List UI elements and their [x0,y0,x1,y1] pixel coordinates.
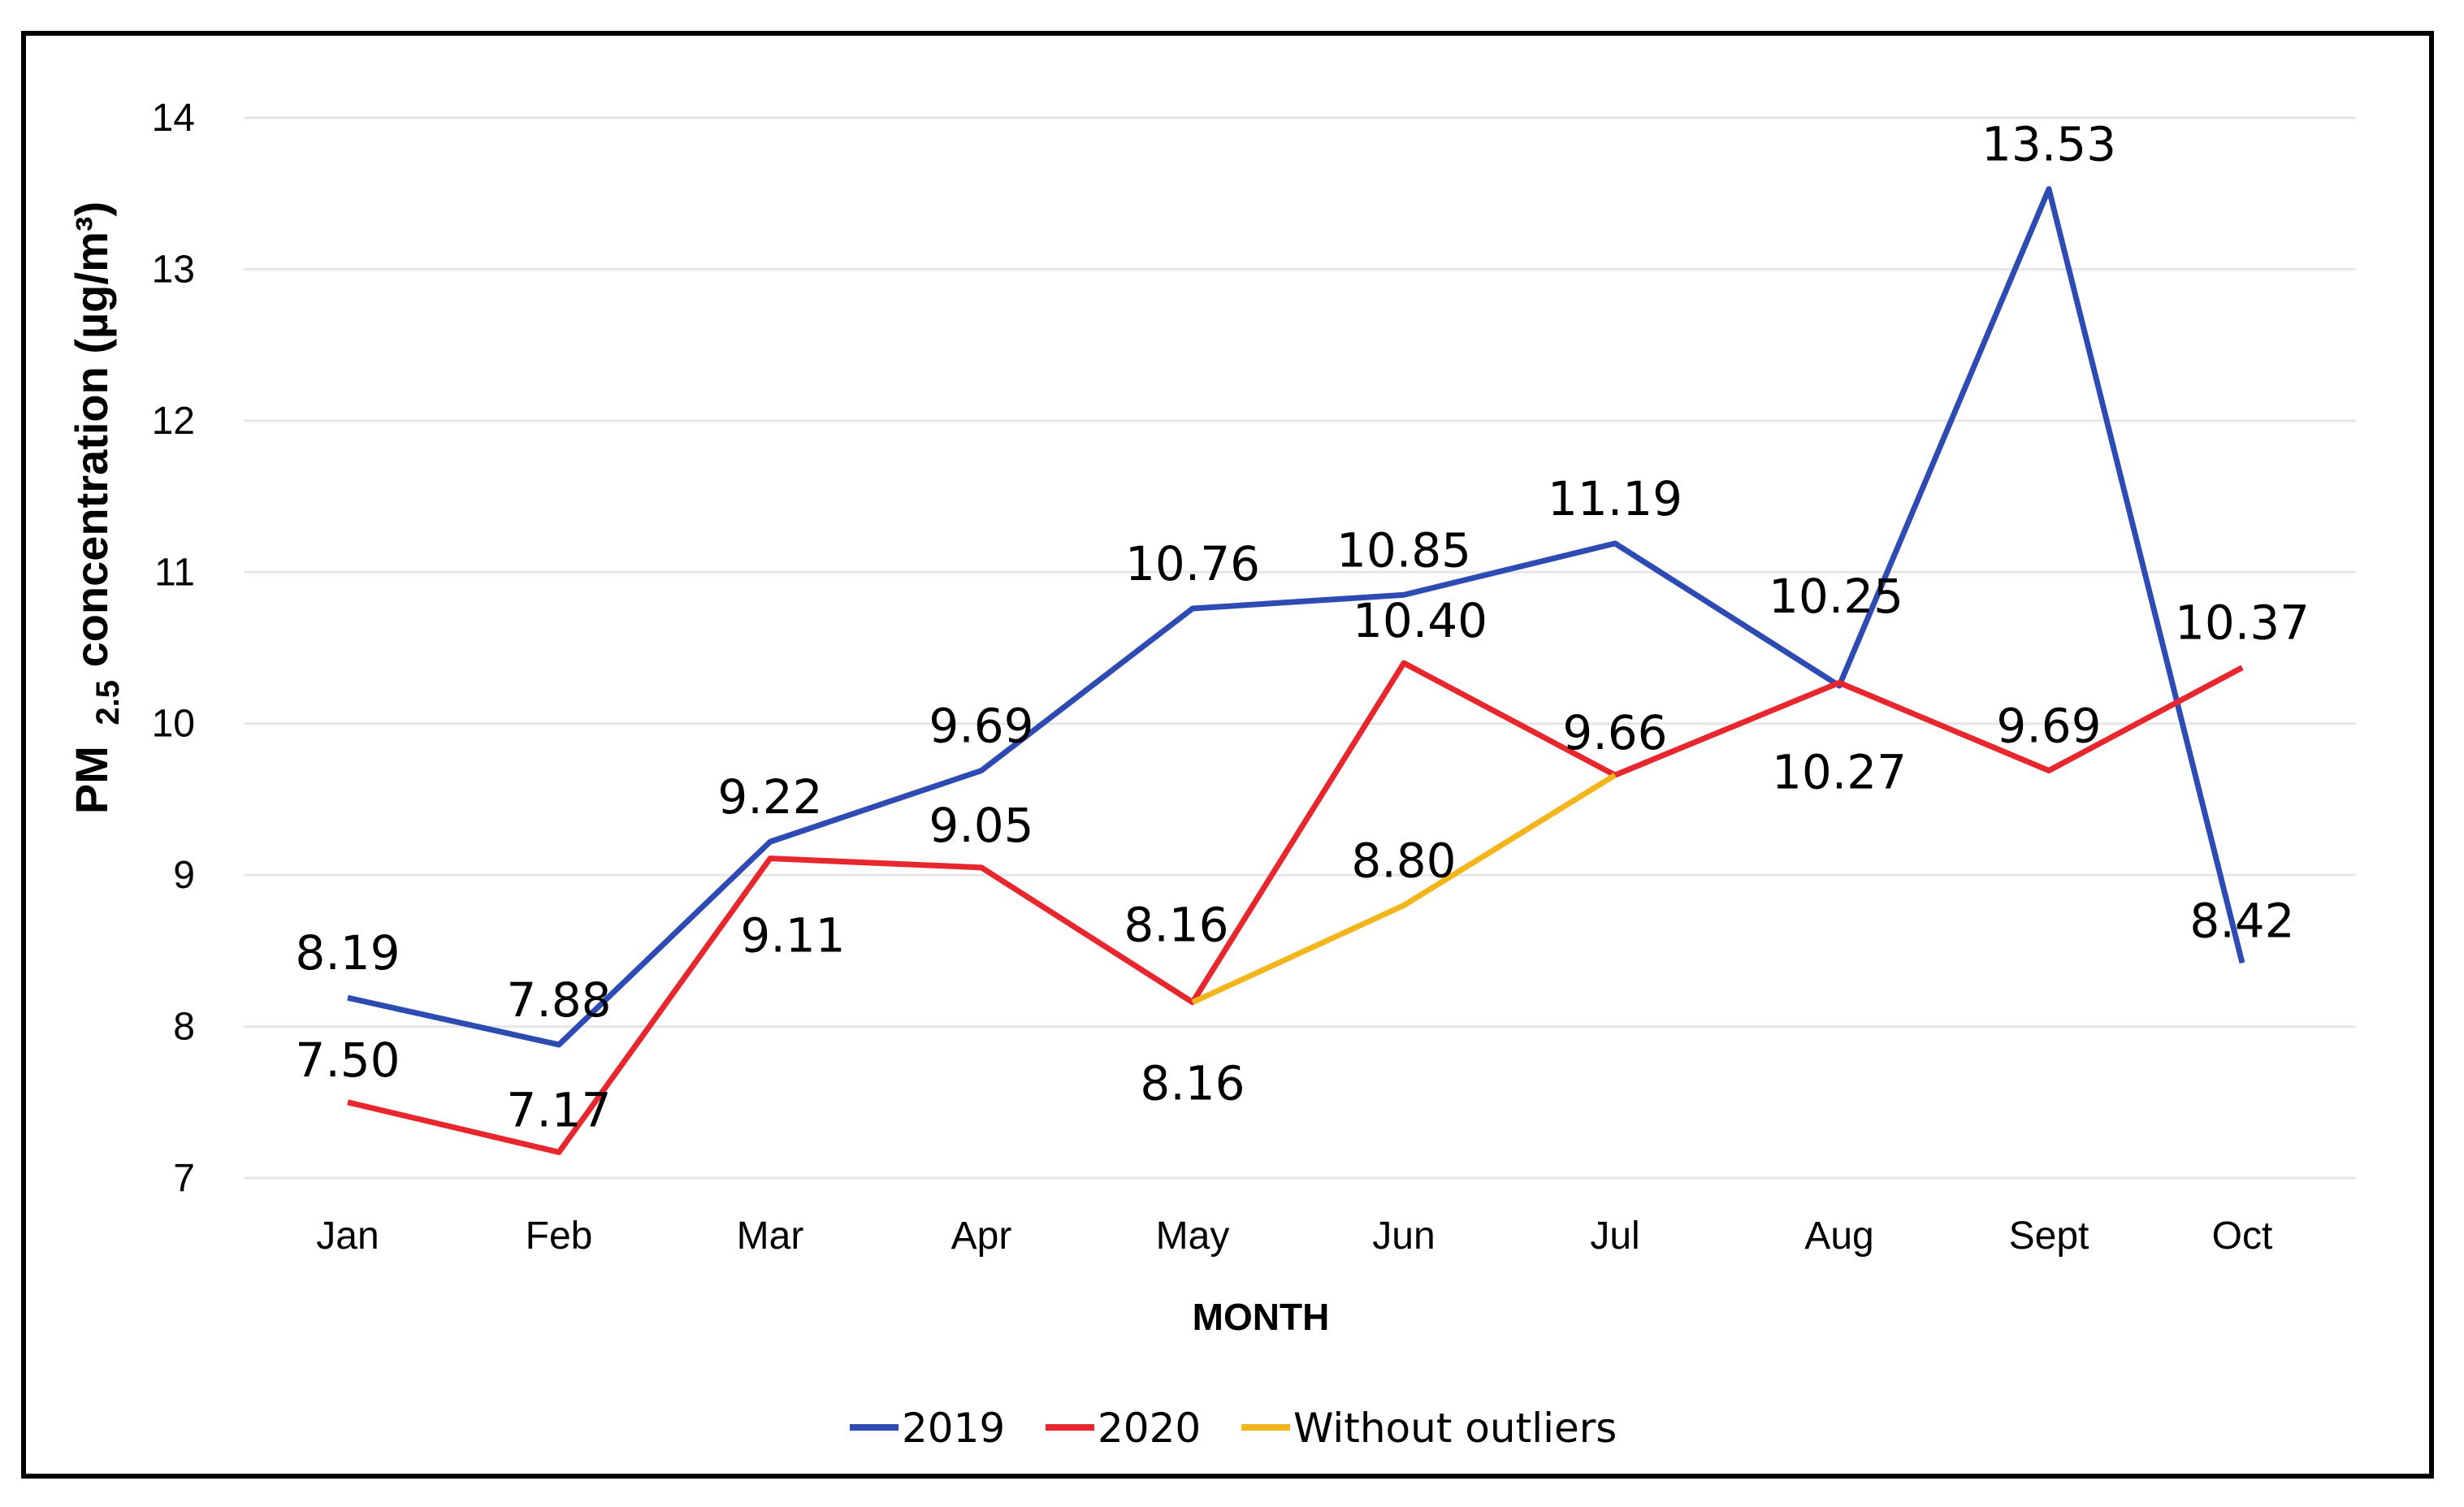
series-lines [347,186,2245,1155]
legend: 2019 2020 Without outliers [850,1405,1617,1452]
data-label-2020: 10.40 [1353,593,1487,648]
y-tick-label: 12 [152,400,195,443]
series-line-without-outliers [1191,773,1617,1005]
data-label-2019: 11.19 [1548,471,1682,526]
data-label-2019: 9.69 [929,699,1033,754]
data-label-2019: 9.22 [717,769,822,825]
legend-label-2019: 2019 [902,1405,1005,1452]
y-tick-label: 13 [152,248,195,291]
x-axis-title: MONTH [1193,1296,1330,1338]
data-label-2020: 7.17 [506,1082,611,1137]
y-axis-title-suffix: concentration (µg/m³) [66,201,117,668]
x-tick-label: Jul [1590,1215,1639,1258]
data-label-without-outliers: 8.16 [1140,1056,1245,1111]
y-axis-title-subscript: 2.5 [90,680,126,725]
x-tick-label: Jun [1372,1215,1435,1258]
y-axis-title: PM 2.5 concentration (µg/m³) [66,201,128,814]
gridlines [244,116,2356,1180]
data-label-2020: 9.69 [1996,699,2101,754]
data-label-2020: 9.05 [929,798,1033,853]
legend-label-2020: 2020 [1098,1405,1201,1452]
y-tick-label: 14 [152,97,195,140]
series-line-2020 [347,660,2244,1155]
data-label-2019: 10.85 [1336,522,1471,578]
y-tick-label: 7 [173,1157,195,1200]
y-tick-label: 10 [152,703,195,746]
x-tick-label: Oct [2212,1215,2273,1258]
data-label-2020: 8.16 [1124,898,1228,953]
x-tick-label: Feb [526,1215,593,1258]
data-label-2019: 7.88 [506,972,611,1028]
data-label-2019: 8.42 [2189,893,2294,948]
y-tick-label: 8 [173,1006,195,1049]
x-tick-label: Apr [951,1215,1012,1258]
x-tick-label: Sept [2009,1215,2089,1258]
y-tick-label: 11 [154,551,195,594]
y-tick-label: 9 [173,854,195,897]
data-label-2019: 10.25 [1769,569,1903,624]
x-axis-ticks: Jan Feb Mar Apr May Jun Jul Aug Sept Oct [316,1215,2272,1258]
series-line-2019 [347,186,2245,1048]
data-labels: 8.19 7.88 9.22 9.69 10.76 10.85 11.19 10.25 13.5… [295,117,2310,1138]
data-label-2019: 13.53 [1981,117,2116,172]
data-label-2020: 9.11 [740,908,845,964]
data-label-2019: 10.76 [1125,536,1260,591]
y-axis-title-prefix: PM [66,746,117,814]
x-tick-label: Aug [1804,1215,1873,1258]
data-label-2020: 9.66 [1562,705,1667,760]
data-label-without-outliers: 8.80 [1351,833,1456,888]
data-label-2020: 10.37 [2175,595,2310,651]
chart-frame [21,31,2434,1479]
data-label-2020: 7.50 [295,1033,400,1088]
data-label-2020: 10.27 [1772,744,1907,799]
legend-label-without-outliers: Without outliers [1293,1405,1617,1452]
data-label-2019: 8.19 [295,925,400,981]
x-tick-label: May [1156,1215,1230,1258]
x-tick-label: Mar [737,1215,804,1258]
y-axis-ticks: 7 8 9 10 11 12 13 14 [152,97,195,1200]
x-tick-label: Jan [316,1215,379,1258]
